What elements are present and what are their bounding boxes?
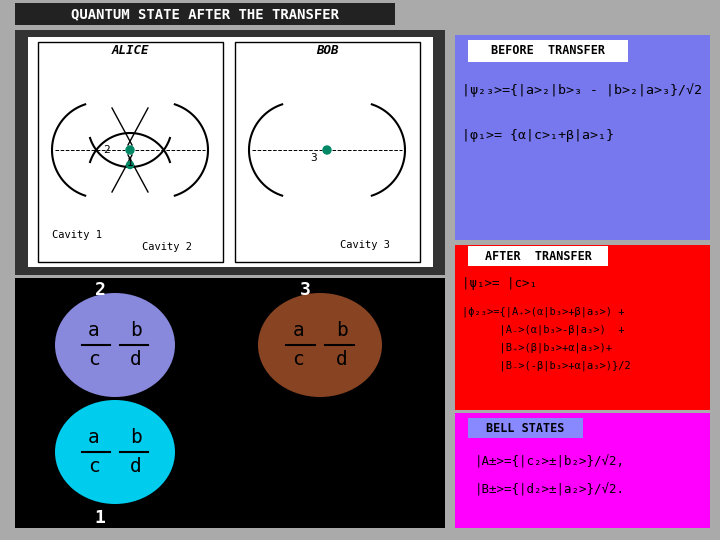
Circle shape	[127, 161, 133, 168]
FancyBboxPatch shape	[455, 413, 710, 528]
Text: Cavity 1: Cavity 1	[52, 230, 102, 240]
Text: 2: 2	[94, 281, 105, 299]
Text: 3: 3	[300, 281, 310, 299]
Text: |ψ₂₃>={|a>₂|b>₃ - |b>₂|a>₃}/√2: |ψ₂₃>={|a>₂|b>₃ - |b>₂|a>₃}/√2	[462, 83, 702, 97]
Text: BOB: BOB	[316, 44, 338, 57]
Text: a: a	[88, 321, 100, 340]
Text: AFTER  TRANSFER: AFTER TRANSFER	[485, 249, 591, 262]
Ellipse shape	[258, 293, 382, 397]
FancyBboxPatch shape	[468, 246, 608, 266]
Text: |B₊>(β|b₃>+α|a₃>)+: |B₊>(β|b₃>+α|a₃>)+	[462, 343, 612, 353]
Text: 1: 1	[94, 509, 105, 527]
Text: |A₋>(α|b₃>-β|a₃>)  +: |A₋>(α|b₃>-β|a₃>) +	[462, 325, 624, 335]
Text: |ϕ₂₃>={|A₊>(α|b₃>+β|a₃>) +: |ϕ₂₃>={|A₊>(α|b₃>+β|a₃>) +	[462, 307, 624, 317]
Text: |A±>={|c₂>±|b₂>}/√2,: |A±>={|c₂>±|b₂>}/√2,	[475, 455, 625, 469]
FancyBboxPatch shape	[15, 30, 445, 275]
FancyBboxPatch shape	[15, 278, 445, 528]
FancyBboxPatch shape	[455, 35, 710, 240]
Text: c: c	[88, 457, 100, 476]
Text: Cavity 3: Cavity 3	[340, 240, 390, 250]
FancyBboxPatch shape	[468, 418, 583, 438]
Text: d: d	[336, 350, 348, 369]
Text: 2: 2	[104, 145, 110, 155]
Text: BEFORE  TRANSFER: BEFORE TRANSFER	[491, 44, 605, 57]
Circle shape	[126, 146, 134, 154]
Text: ALICE: ALICE	[112, 44, 149, 57]
Text: b: b	[130, 321, 142, 340]
FancyBboxPatch shape	[235, 42, 420, 262]
Text: 3: 3	[310, 153, 318, 163]
Text: a: a	[88, 428, 100, 447]
FancyBboxPatch shape	[38, 42, 223, 262]
Text: d: d	[130, 350, 142, 369]
Text: Cavity 2: Cavity 2	[142, 242, 192, 252]
Text: c: c	[88, 350, 100, 369]
Circle shape	[323, 146, 331, 154]
Text: b: b	[336, 321, 348, 340]
FancyBboxPatch shape	[28, 37, 433, 267]
Text: BELL STATES: BELL STATES	[486, 422, 564, 435]
Text: |B±>={|d₂>±|a₂>}/√2.: |B±>={|d₂>±|a₂>}/√2.	[475, 483, 625, 497]
FancyBboxPatch shape	[15, 3, 395, 25]
Text: b: b	[130, 428, 142, 447]
Text: d: d	[130, 457, 142, 476]
Text: |ψ₁>= |c>₁: |ψ₁>= |c>₁	[462, 278, 537, 291]
Text: |φ₁>= {α|c>₁+β|a>₁}: |φ₁>= {α|c>₁+β|a>₁}	[462, 129, 614, 141]
Text: QUANTUM STATE AFTER THE TRANSFER: QUANTUM STATE AFTER THE TRANSFER	[71, 7, 339, 21]
Text: 1: 1	[127, 158, 133, 168]
Ellipse shape	[55, 400, 175, 504]
Text: c: c	[292, 350, 304, 369]
FancyBboxPatch shape	[468, 40, 628, 62]
Ellipse shape	[55, 293, 175, 397]
Text: |B₋>(-β|b₃>+α|a₃>)}/2: |B₋>(-β|b₃>+α|a₃>)}/2	[462, 361, 631, 372]
Text: a: a	[292, 321, 304, 340]
FancyBboxPatch shape	[455, 245, 710, 410]
